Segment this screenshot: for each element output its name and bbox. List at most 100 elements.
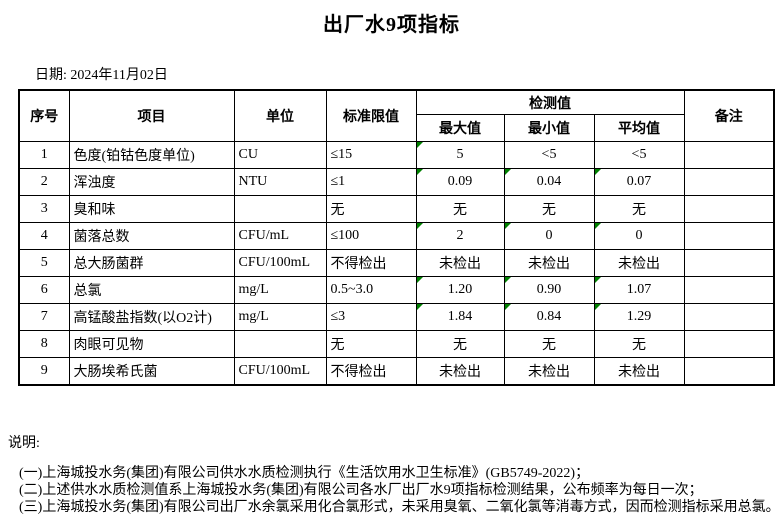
cell-unit bbox=[233, 330, 327, 358]
cell-item-name: 总氯 bbox=[68, 276, 235, 304]
cell-max-value: 0.09 bbox=[415, 168, 505, 196]
cell-unit: CU bbox=[233, 141, 327, 169]
table-row: 3 臭和味 无 无 无 无 bbox=[18, 195, 775, 223]
header-row-sub: 最大值 最小值 平均值 bbox=[19, 114, 774, 142]
cell-min-value: 未检出 bbox=[503, 249, 595, 277]
cell-row-number: 3 bbox=[18, 195, 70, 223]
cell-min-value: 0.04 bbox=[503, 168, 595, 196]
table-row: 7 高锰酸盐指数(以O2计) mg/L ≤3 1.84 0.84 1.29 bbox=[18, 303, 775, 331]
cell-max-value: 1.84 bbox=[415, 303, 505, 331]
cell-item-name: 菌落总数 bbox=[68, 222, 235, 250]
cell-avg-value: 1.29 bbox=[593, 303, 685, 331]
cell-max-value: 未检出 bbox=[415, 357, 505, 386]
col-header-unit: 单位 bbox=[233, 89, 327, 142]
cell-row-number: 4 bbox=[18, 222, 70, 250]
cell-avg-value: 无 bbox=[593, 330, 685, 358]
cell-avg-value: 未检出 bbox=[593, 249, 685, 277]
cell-unit: CFU/100mL bbox=[233, 357, 327, 386]
number-stored-as-text-triangle-icon bbox=[505, 223, 511, 229]
cell-row-number: 5 bbox=[18, 249, 70, 277]
note-line: (一)上海城投水务(集团)有限公司供水水质检测执行《生活饮用水卫生标准》(GB5… bbox=[19, 466, 590, 481]
cell-min-value: 无 bbox=[503, 195, 595, 223]
cell-row-number: 6 bbox=[18, 276, 70, 304]
notes-list: (一)上海城投水务(集团)有限公司供水水质检测执行《生活饮用水卫生标准》(GB5… bbox=[19, 465, 783, 516]
cell-limit: ≤100 bbox=[325, 222, 417, 250]
number-stored-as-text-triangle-icon bbox=[595, 223, 601, 229]
col-header-no: 序号 bbox=[18, 89, 70, 142]
table-row: 4 菌落总数 CFU/mL ≤100 2 0 0 bbox=[18, 222, 775, 250]
page-title: 出厂水9项指标 bbox=[323, 14, 460, 36]
cell-avg-value: 0 bbox=[593, 222, 685, 250]
table-row: 1 色度(铂钴色度单位) CU ≤15 5 <5 <5 bbox=[18, 141, 775, 169]
cell-remark bbox=[683, 303, 775, 331]
cell-min-value: 0.84 bbox=[503, 303, 595, 331]
cell-min-value: <5 bbox=[503, 141, 595, 169]
indicators-table: 序号 项目 单位 标准限值 检测值 备注 最大值 最小值 平均值 1 色度(铂钴… bbox=[18, 89, 775, 386]
table-row: 9 大肠埃希氏菌 CFU/100mL 不得检出 未检出 未检出 未检出 bbox=[18, 357, 775, 386]
cell-item-name: 肉眼可见物 bbox=[68, 330, 235, 358]
col-header-avg: 平均值 bbox=[593, 114, 685, 142]
cell-limit: 0.5~3.0 bbox=[325, 276, 417, 304]
cell-avg-value: 无 bbox=[593, 195, 685, 223]
cell-unit: CFU/100mL bbox=[233, 249, 327, 277]
table-body: 1 色度(铂钴色度单位) CU ≤15 5 <5 <5 2 浑浊度 NTU ≤1… bbox=[18, 141, 775, 386]
number-stored-as-text-triangle-icon bbox=[595, 169, 601, 175]
cell-remark bbox=[683, 357, 775, 386]
cell-limit: 不得检出 bbox=[325, 249, 417, 277]
cell-max-value: 5 bbox=[415, 141, 505, 169]
number-stored-as-text-triangle-icon bbox=[417, 169, 423, 175]
cell-remark bbox=[683, 141, 775, 169]
cell-avg-value: 未检出 bbox=[593, 357, 685, 386]
cell-row-number: 2 bbox=[18, 168, 70, 196]
cell-row-number: 8 bbox=[18, 330, 70, 358]
table-row: 8 肉眼可见物 无 无 无 无 bbox=[18, 330, 775, 358]
cell-limit: 不得检出 bbox=[325, 357, 417, 386]
number-stored-as-text-triangle-icon bbox=[595, 304, 601, 310]
table-row: 5 总大肠菌群 CFU/100mL 不得检出 未检出 未检出 未检出 bbox=[18, 249, 775, 277]
col-header-limit: 标准限值 bbox=[325, 89, 417, 142]
cell-limit: ≤15 bbox=[325, 141, 417, 169]
table-header: 序号 项目 单位 标准限值 检测值 备注 最大值 最小值 平均值 bbox=[18, 89, 775, 142]
table-row: 6 总氯 mg/L 0.5~3.0 1.20 0.90 1.07 bbox=[18, 276, 775, 304]
number-stored-as-text-triangle-icon bbox=[505, 304, 511, 310]
cell-remark bbox=[683, 222, 775, 250]
number-stored-as-text-triangle-icon bbox=[505, 169, 511, 175]
water-quality-report-page: 出厂水9项指标 日期: 2024年11月02日 序号 项目 单位 标准限值 检测… bbox=[0, 8, 783, 516]
cell-limit: ≤1 bbox=[325, 168, 417, 196]
cell-item-name: 总大肠菌群 bbox=[68, 249, 235, 277]
number-stored-as-text-triangle-icon bbox=[417, 277, 423, 283]
cell-avg-value: 1.07 bbox=[593, 276, 685, 304]
cell-max-value: 无 bbox=[415, 195, 505, 223]
notes-section: 说明: (一)上海城投水务(集团)有限公司供水水质检测执行《生活饮用水卫生标准》… bbox=[0, 432, 783, 516]
cell-row-number: 1 bbox=[18, 141, 70, 169]
col-header-detection: 检测值 bbox=[415, 89, 685, 115]
cell-row-number: 7 bbox=[18, 303, 70, 331]
cell-remark bbox=[683, 249, 775, 277]
cell-min-value: 未检出 bbox=[503, 357, 595, 386]
cell-unit bbox=[233, 195, 327, 223]
cell-item-name: 大肠埃希氏菌 bbox=[68, 357, 235, 386]
note-line: (三)上海城投水务(集团)有限公司出厂水余氯采用化合氯形式，未采用臭氧、二氧化氯… bbox=[19, 500, 780, 515]
cell-item-name: 臭和味 bbox=[68, 195, 235, 223]
cell-remark bbox=[683, 330, 775, 358]
col-header-remark: 备注 bbox=[683, 89, 775, 142]
cell-remark bbox=[683, 168, 775, 196]
cell-limit: ≤3 bbox=[325, 303, 417, 331]
report-date: 日期: 2024年11月02日 bbox=[35, 68, 168, 83]
cell-item-name: 色度(铂钴色度单位) bbox=[68, 141, 235, 169]
number-stored-as-text-triangle-icon bbox=[417, 223, 423, 229]
number-stored-as-text-triangle-icon bbox=[417, 142, 423, 148]
cell-max-value: 1.20 bbox=[415, 276, 505, 304]
cell-unit: CFU/mL bbox=[233, 222, 327, 250]
cell-limit: 无 bbox=[325, 330, 417, 358]
col-header-item: 项目 bbox=[68, 89, 235, 142]
cell-remark bbox=[683, 276, 775, 304]
cell-row-number: 9 bbox=[18, 357, 70, 386]
cell-unit: mg/L bbox=[233, 276, 327, 304]
cell-item-name: 浑浊度 bbox=[68, 168, 235, 196]
cell-avg-value: <5 bbox=[593, 141, 685, 169]
notes-label: 说明: bbox=[8, 436, 40, 451]
cell-min-value: 无 bbox=[503, 330, 595, 358]
cell-limit: 无 bbox=[325, 195, 417, 223]
cell-min-value: 0.90 bbox=[503, 276, 595, 304]
